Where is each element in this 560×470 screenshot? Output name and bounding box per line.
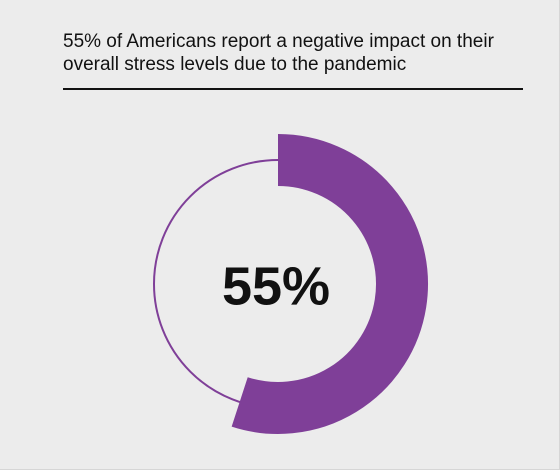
- chart-title: 55% of Americans report a negative impac…: [63, 31, 494, 75]
- value-label: 55%: [222, 256, 330, 316]
- value-arc: [231, 134, 428, 434]
- title-rule: [63, 88, 523, 90]
